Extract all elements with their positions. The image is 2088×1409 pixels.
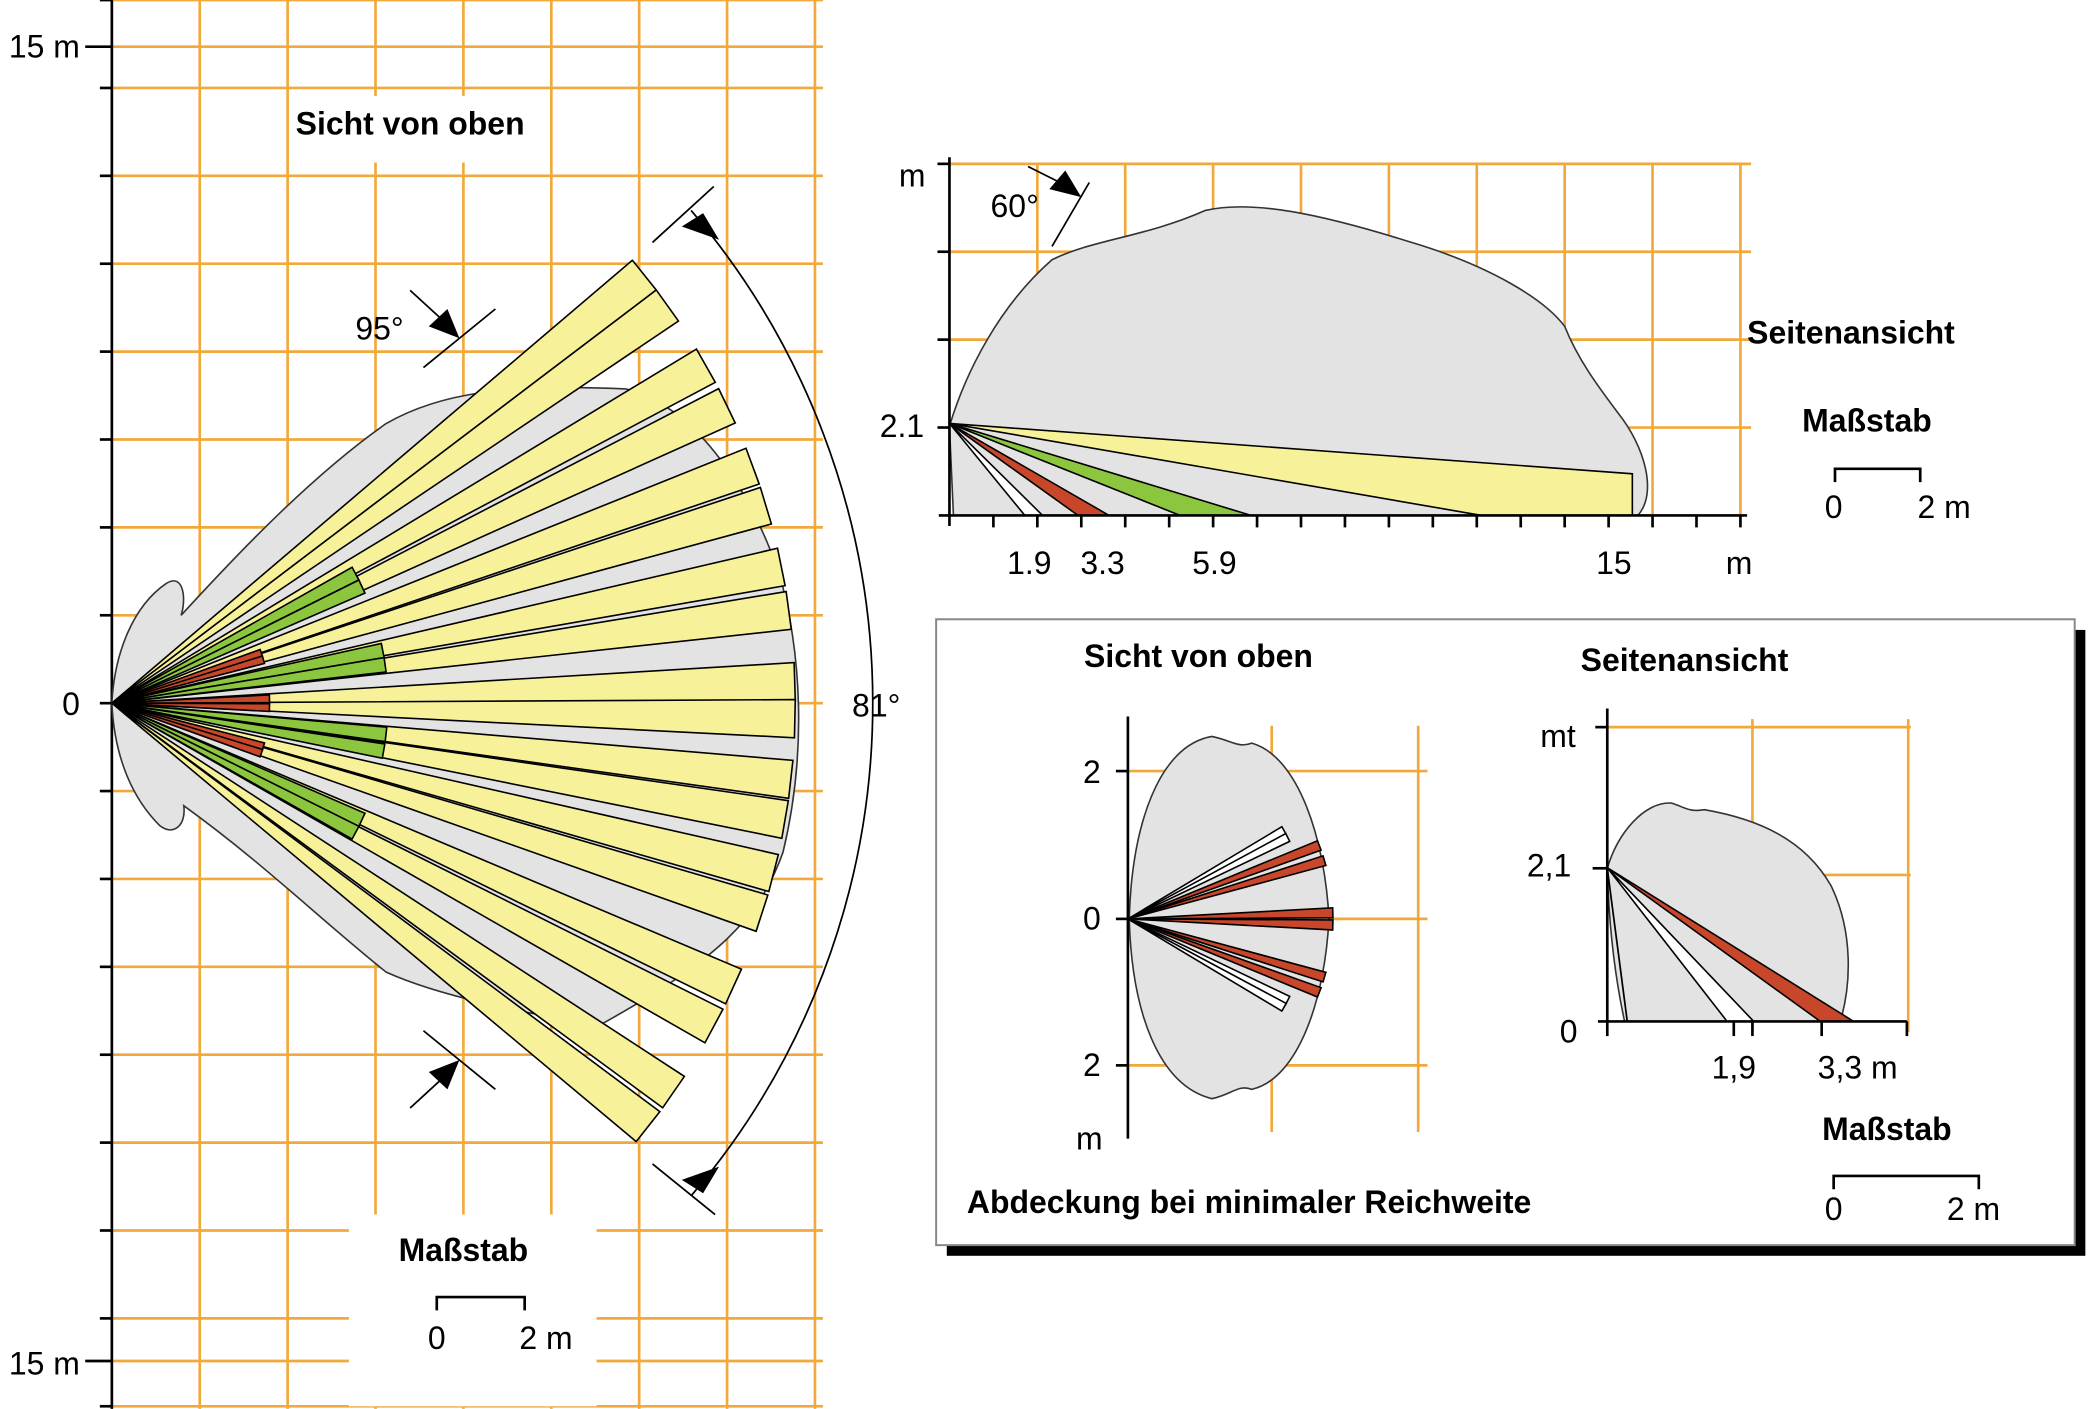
x-tick-1.9: 1.9 <box>1007 545 1051 581</box>
side-view-scale-end: 2 m <box>1918 489 1971 525</box>
far-zone-beam <box>111 702 661 1143</box>
angle-95-top-leader <box>409 289 443 321</box>
top-view-title-bg <box>295 95 525 163</box>
inset-top-y-label: 2 <box>1083 754 1101 790</box>
inset-scale-zero: 0 <box>1825 1191 1843 1227</box>
x-tick-5.9: 5.9 <box>1192 545 1236 581</box>
angle-81-bottom-limit <box>651 1163 716 1216</box>
angle-81-top-limit <box>651 185 715 244</box>
inset-panel <box>935 618 2076 1247</box>
top-view-beams <box>111 259 797 1143</box>
side-view-scale-zero: 0 <box>1825 489 1843 525</box>
far-zone-beam <box>111 348 717 704</box>
near-zone-beam <box>111 702 271 713</box>
min-zone-edge <box>1606 868 1629 1022</box>
side-view-scale-title: Maßstab <box>1802 403 1932 439</box>
arrow-81-bottom <box>681 1166 720 1194</box>
inset-scale-bar <box>1832 1174 1981 1190</box>
far-zone-beam <box>111 288 680 704</box>
angle-60-limit <box>1051 182 1091 247</box>
near-zone-beam <box>1127 839 1323 920</box>
side-view-x-unit: m <box>1726 545 1753 581</box>
y-top-label: 15 m <box>9 28 80 64</box>
top-view-scale-title: Maßstab <box>399 1232 529 1268</box>
arrow-81-top <box>681 213 720 240</box>
near-zone-beam <box>1127 906 1334 920</box>
inset-side-x-tick-1.9: 1,9 <box>1712 1050 1756 1086</box>
top-view-scale-bar <box>435 1295 526 1311</box>
x-tick-15: 15 <box>1596 545 1632 581</box>
x-tick-3.3: 3.3 <box>1080 545 1124 581</box>
far-zone-beam <box>111 702 686 1109</box>
angle-95-bottom-leader <box>409 1078 443 1109</box>
min-zone-beam <box>1127 918 1288 1013</box>
top-view-scale-bg <box>348 1214 597 1407</box>
top-view-title: Sicht von oben <box>296 106 525 142</box>
arrow-95-bottom <box>428 1060 460 1090</box>
far-zone-beam <box>111 486 773 704</box>
near-zone-beam <box>1127 854 1327 920</box>
far-zone-beam <box>111 447 761 704</box>
near-zone-beam <box>1127 918 1323 999</box>
angle-81-label: 81° <box>852 687 900 723</box>
angle-95-label: 95° <box>355 311 403 347</box>
inset-side-title: Seitenansicht <box>1581 642 1789 678</box>
near-zone-beam <box>1127 918 1327 983</box>
far-zone-beam <box>111 547 787 704</box>
inset-caption: Abdeckung bei minimaler Reichweite <box>967 1184 1531 1220</box>
y-bottom-label: 15 m <box>9 1345 80 1381</box>
mid-zone-beam <box>111 656 387 704</box>
arrow-95-top <box>428 309 460 339</box>
min-zone-beam <box>1127 832 1291 920</box>
inset-scale-end: 2 m <box>1947 1191 2000 1227</box>
near-zone-beam <box>111 654 266 704</box>
side-view-x-ticks <box>937 162 1742 528</box>
mid-zone-beam <box>111 578 367 704</box>
y-zero-label: 0 <box>62 686 80 722</box>
inset-top-unit: m <box>1076 1120 1103 1156</box>
inset-scale-title: Maßstab <box>1822 1111 1952 1147</box>
inset-side-beams <box>1606 866 1857 1023</box>
far-zone-beam <box>111 702 780 893</box>
inset-top-y-label: 0 <box>1083 901 1101 937</box>
near-zone-beam <box>111 702 264 758</box>
arrow-60 <box>1049 170 1082 198</box>
angle-60-label: 60° <box>991 188 1039 224</box>
mid-zone-beam <box>111 702 360 841</box>
top-view-y-ticks <box>85 0 112 1408</box>
angle-60-leader <box>1027 165 1061 184</box>
near-zone-beam <box>1127 918 1334 931</box>
inset-side-mount-height: 2,1 <box>1527 847 1571 883</box>
inset-top-beams <box>1127 825 1334 1013</box>
angle-81-arc <box>690 209 874 1197</box>
inset-side-x-tick-3.3: 3,3 m <box>1818 1050 1898 1086</box>
inset-top-y-label: 2 <box>1083 1047 1101 1083</box>
top-view-scale-end: 2 m <box>519 1320 572 1356</box>
inset-top-title: Sicht von oben <box>1084 638 1313 674</box>
inset-side-y-unit: mt <box>1540 718 1576 754</box>
side-view-scale-bar <box>1833 467 1922 483</box>
side-view-y-unit: m <box>899 157 926 193</box>
far-zone-beam <box>111 702 769 933</box>
inset-side-coverage-area <box>1606 802 1850 1023</box>
top-view-scale-zero: 0 <box>428 1320 446 1356</box>
side-view-mount-height: 2.1 <box>880 408 924 444</box>
inset-side-zero: 0 <box>1560 1014 1578 1050</box>
far-zone-beam <box>111 698 797 739</box>
mid-zone-beam <box>111 702 386 760</box>
side-view-title: Seitenansicht <box>1747 315 1955 351</box>
